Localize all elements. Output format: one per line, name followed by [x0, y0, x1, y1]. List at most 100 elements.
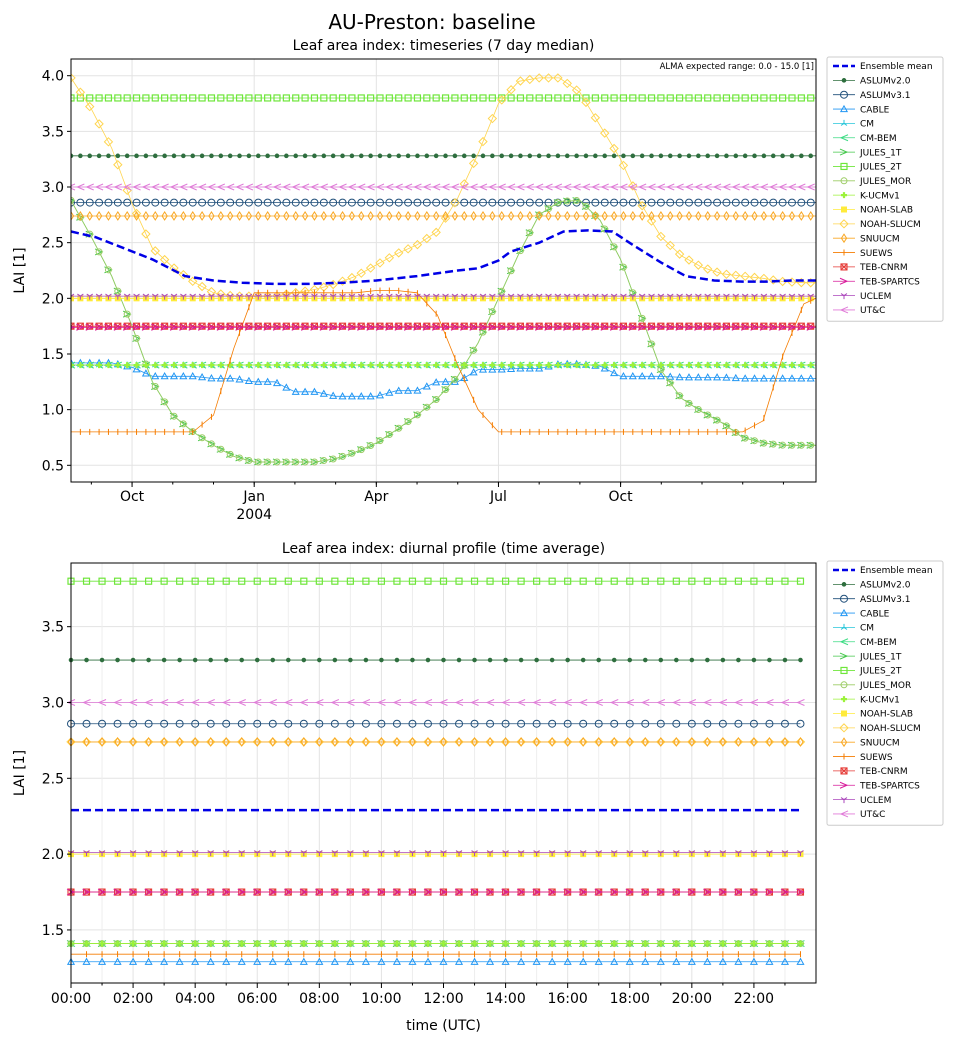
data-point: [346, 699, 355, 706]
data-point: [751, 362, 758, 369]
data-point: [282, 383, 291, 391]
data-point: [780, 153, 785, 159]
data-point: [176, 940, 183, 947]
data-point: [807, 362, 814, 369]
data-point: [760, 439, 768, 447]
data-point: [471, 940, 478, 947]
data-point: [226, 211, 234, 221]
data-point: [648, 293, 655, 300]
data-point: [667, 362, 674, 369]
data-point: [199, 362, 206, 369]
data-point: [451, 211, 459, 221]
data-point: [439, 888, 448, 896]
legend-marker: [840, 119, 848, 126]
data-point: [639, 362, 646, 369]
data-point: [672, 699, 681, 706]
data-point: [356, 268, 366, 278]
data-point: [144, 957, 153, 965]
legend-item-jules-2t: JULES_2T: [833, 163, 902, 173]
data-point: [367, 211, 374, 221]
data-point: [646, 216, 657, 226]
data-point: [357, 94, 365, 102]
data-point: [619, 198, 628, 207]
data-point: [507, 364, 516, 372]
data-point: [478, 198, 487, 207]
data-point: [647, 323, 656, 331]
data-point: [572, 183, 581, 191]
data-point: [273, 458, 281, 466]
data-point: [207, 323, 216, 331]
data-point: [595, 850, 602, 857]
data-point: [169, 263, 179, 273]
legend-item-cm-bem: CM-BEM: [833, 134, 897, 144]
data-point: [797, 441, 805, 449]
data-point: [331, 850, 339, 857]
data-point: [338, 94, 347, 102]
x-tick-sublabel: 2004: [236, 507, 272, 523]
data-point: [667, 153, 673, 159]
data-point: [76, 183, 85, 191]
data-point: [432, 94, 440, 102]
legend-item-uclem: UCLEM: [833, 796, 891, 806]
data-point: [674, 249, 685, 259]
legend-marker: [841, 206, 847, 213]
data-point: [131, 208, 142, 219]
data-point: [95, 293, 103, 300]
data-point: [269, 850, 277, 857]
data-point: [105, 362, 112, 369]
data-point: [486, 957, 495, 965]
data-point: [423, 211, 431, 221]
series-ut-c: [66, 699, 805, 706]
data-point: [469, 183, 478, 191]
data-point: [244, 323, 254, 331]
data-point: [346, 577, 354, 585]
data-point: [245, 457, 253, 465]
data-point: [141, 323, 151, 331]
data-point: [328, 323, 338, 331]
data-point: [750, 374, 759, 382]
data-point: [145, 850, 152, 857]
data-point: [176, 850, 183, 857]
data-point: [595, 577, 603, 585]
y-tick-label: 2.0: [42, 847, 64, 863]
data-point: [704, 940, 711, 947]
data-point: [684, 373, 694, 381]
data-point: [82, 957, 91, 965]
data-point: [582, 202, 590, 210]
data-point: [96, 362, 103, 369]
data-point: [329, 198, 338, 207]
data-point: [517, 577, 525, 585]
data-point: [548, 719, 557, 728]
data-point: [413, 198, 422, 207]
data-point: [170, 412, 178, 420]
data-point: [141, 369, 150, 377]
data-point: [610, 293, 618, 300]
data-point: [806, 374, 815, 382]
data-point: [123, 94, 131, 102]
data-point: [672, 888, 681, 896]
data-point: [71, 362, 74, 369]
legend-label: JULES_MOR: [859, 681, 911, 691]
data-point: [712, 323, 722, 331]
data-point: [471, 153, 476, 159]
data-point: [778, 198, 787, 207]
data-point: [695, 362, 702, 369]
legend-label: CM-BEM: [860, 638, 897, 648]
data-point: [114, 940, 121, 947]
data-point: [223, 736, 230, 747]
data-point: [338, 392, 347, 400]
data-point: [134, 153, 139, 159]
data-point: [236, 211, 243, 221]
data-point: [235, 183, 244, 191]
data-point: [470, 94, 478, 102]
data-point: [641, 850, 649, 857]
data-point: [71, 94, 75, 102]
x-tick-label: 06:00: [237, 991, 277, 1007]
data-point: [392, 888, 402, 896]
data-point: [238, 850, 246, 857]
data-point: [579, 957, 588, 965]
data-point: [300, 577, 308, 585]
data-point: [798, 293, 805, 300]
data-point: [330, 888, 340, 896]
data-point: [82, 577, 91, 585]
